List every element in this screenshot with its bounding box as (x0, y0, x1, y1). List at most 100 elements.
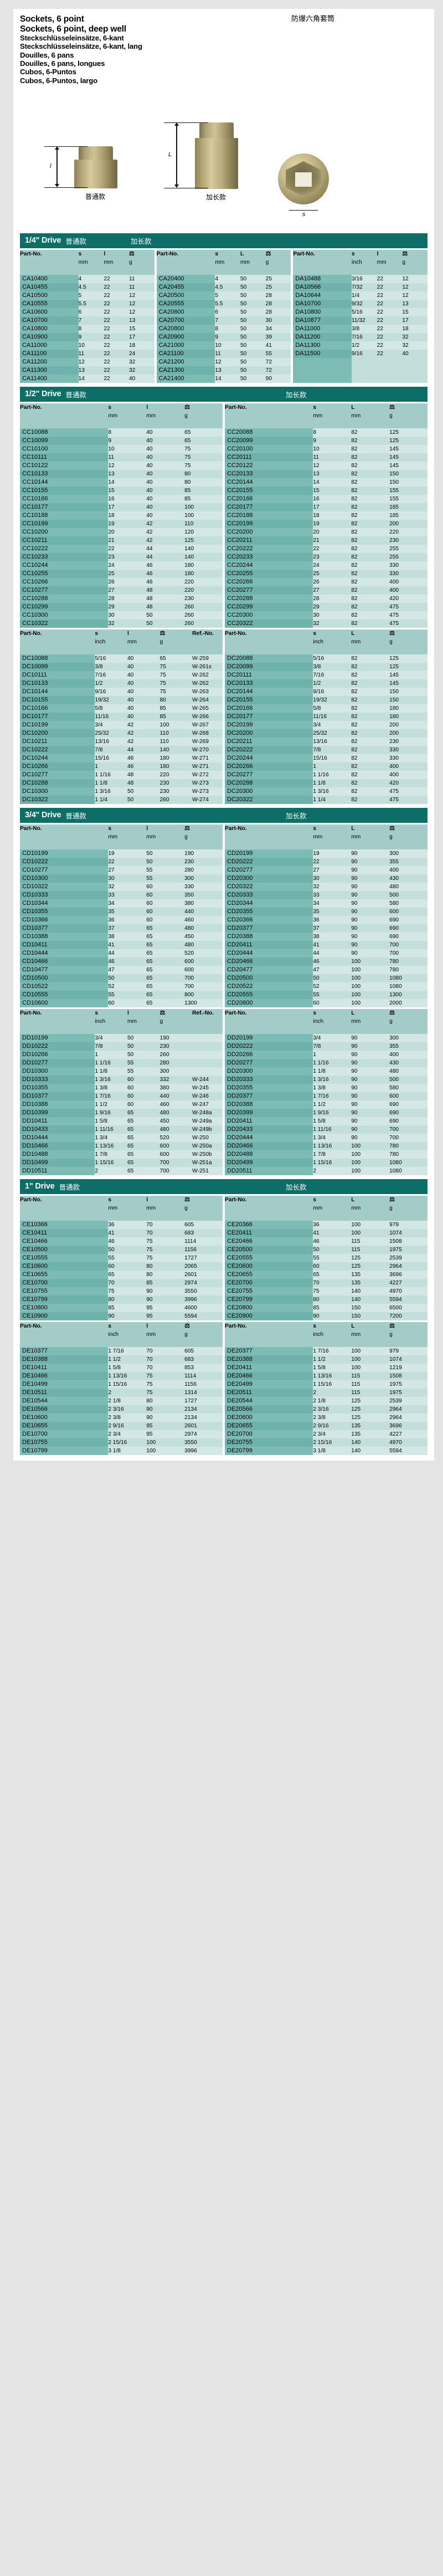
table-row[interactable]: CA21100 11 50 55 (156, 349, 291, 358)
table-row[interactable]: CC20300 30 82 475 (225, 611, 427, 619)
table-row[interactable]: DC20244 15/16 82 330 (225, 754, 427, 762)
table-row[interactable]: CA10600 6 22 12 (20, 308, 154, 316)
table-row[interactable]: CA10455 4.5 22 11 (20, 283, 154, 291)
table-row[interactable]: CE10900 90 95 5594 (20, 1312, 223, 1320)
table-row[interactable]: CC20133 13 82 150 (225, 469, 427, 478)
table-row[interactable]: CC20288 28 82 420 (225, 594, 427, 603)
table-row[interactable]: DD10377 1 7/16 60 440 W-246 (20, 1092, 223, 1100)
table-row[interactable]: DA10644 1/4 22 12 (293, 291, 428, 300)
table-row[interactable]: CC10099 9 40 65 (20, 436, 223, 445)
table-row[interactable]: DD10411 1 5/8 65 450 W-249a (20, 1117, 223, 1125)
table-row[interactable]: DC10300 1 3/16 50 230 W-273 (20, 787, 223, 796)
table-row[interactable]: CA10800 8 22 15 (20, 324, 154, 333)
table-row[interactable]: CE20600 60 125 2964 (225, 1262, 427, 1271)
table-row[interactable]: CC20122 12 82 145 (225, 461, 427, 470)
table-row[interactable]: CE20411 41 100 1074 (225, 1228, 427, 1237)
table-row[interactable]: CE20466 46 115 1508 (225, 1237, 427, 1246)
table-row[interactable]: CC20255 25 82 330 (225, 569, 427, 578)
table-row[interactable]: CE20555 55 125 2539 (225, 1253, 427, 1262)
table-row[interactable]: CC10266 26 46 220 (20, 577, 223, 586)
table-row[interactable]: DE10600 2 3/8 90 2134 (20, 1413, 223, 1422)
table-row[interactable]: DD20444 1 3/4 90 700 (225, 1133, 427, 1142)
table-row[interactable]: CC20188 18 82 185 (225, 511, 427, 520)
table-row[interactable]: CA10555 5.5 22 12 (20, 299, 154, 308)
table-row[interactable]: DE20499 1 15/16 115 1975 (225, 1380, 427, 1389)
table-row[interactable]: DD10488 1 7/8 65 600 W-250b (20, 1150, 223, 1159)
table-row[interactable]: CD20366 36 90 690 (225, 915, 427, 924)
table-row[interactable]: DC10288 1 1/8 48 230 W-273 (20, 779, 223, 787)
table-row[interactable]: CC10299 29 48 260 (20, 602, 223, 611)
table-row[interactable]: DD20388 1 1/2 90 690 (225, 1100, 427, 1109)
table-row[interactable]: CD20522 52 100 1080 (225, 982, 427, 991)
table-row[interactable]: DE10499 1 15/16 75 1156 (20, 1380, 223, 1389)
table-row[interactable]: CE10700 70 85 2974 (20, 1278, 223, 1287)
table-row[interactable]: DD20333 1 3/16 90 500 (225, 1075, 427, 1084)
table-row[interactable]: DA11500 9/16 22 40 (293, 349, 428, 358)
table-row[interactable]: CA20500 5 50 28 (156, 291, 291, 300)
table-row[interactable]: DC20133 1/2 82 145 (225, 679, 427, 688)
table-row[interactable]: CA20400 4 50 25 (156, 274, 291, 283)
table-row[interactable]: DC20111 7/16 82 145 (225, 670, 427, 679)
table-row[interactable]: CD20444 44 90 700 (225, 949, 427, 957)
table-row[interactable]: DD10333 1 3/16 60 332 W-244 (20, 1075, 223, 1084)
table-row[interactable]: CC10122 12 40 75 (20, 461, 223, 470)
table-row[interactable]: DD10433 1 11/16 65 480 W-249b (20, 1125, 223, 1134)
table-row[interactable]: DC20200 25/32 82 200 (225, 729, 427, 738)
table-row[interactable]: CC10155 15 40 85 (20, 486, 223, 495)
table-row[interactable]: CC20266 26 82 400 (225, 577, 427, 586)
table-row[interactable]: CD10322 32 60 330 (20, 882, 223, 891)
table-row[interactable]: CC20088 8 82 125 (225, 428, 427, 437)
table-row[interactable]: DD20266 1 90 400 (225, 1050, 427, 1059)
table-row[interactable]: DC20222 7/8 82 330 (225, 745, 427, 754)
table-row[interactable]: CE20755 75 140 4970 (225, 1287, 427, 1295)
table-row[interactable]: CC10288 28 48 230 (20, 594, 223, 603)
table-row[interactable]: CA20900 9 50 39 (156, 332, 291, 341)
table-row[interactable]: DD10277 1 1/16 55 280 (20, 1058, 223, 1067)
table-row[interactable]: CC10200 20 42 120 (20, 528, 223, 536)
table-row[interactable]: CE20800 85 150 6500 (225, 1303, 427, 1312)
table-row[interactable]: CC10199 19 42 110 (20, 519, 223, 528)
table-row[interactable]: CC20177 17 82 185 (225, 503, 427, 511)
table-row[interactable]: DC20266 1 82 400 (225, 762, 427, 771)
table-row[interactable]: CD20355 35 90 600 (225, 907, 427, 916)
table-row[interactable]: CA20700 7 50 30 (156, 316, 291, 325)
table-row[interactable]: DD20199 3/4 90 300 (225, 1033, 427, 1042)
table-row[interactable]: CD10500 50 65 700 (20, 974, 223, 982)
table-row[interactable]: DC10322 1 1/4 50 260 W-274 (20, 795, 223, 804)
table-row[interactable]: DE10566 2 3/16 90 2134 (20, 1405, 223, 1414)
table-row[interactable]: DD20511 2 100 1080 (225, 1166, 427, 1175)
table-row[interactable]: CA10700 7 22 13 (20, 316, 154, 325)
table-row[interactable]: CD10277 27 55 280 (20, 866, 223, 874)
table-row[interactable]: DC20088 5/16 82 125 (225, 654, 427, 663)
table-row[interactable]: DD20300 1 1/8 90 480 (225, 1067, 427, 1076)
table-row[interactable]: CC20222 22 82 255 (225, 544, 427, 553)
table-row[interactable]: DC20155 19/32 82 150 (225, 695, 427, 704)
table-row[interactable]: CC20277 27 82 400 (225, 586, 427, 595)
table-row[interactable]: CD20466 46 100 780 (225, 957, 427, 966)
table-row[interactable]: CC10300 30 50 260 (20, 611, 223, 619)
table-row[interactable]: DD10355 1 3/8 60 380 W-245 (20, 1083, 223, 1092)
table-row[interactable]: DC20166 5/8 82 180 (225, 704, 427, 713)
table-row[interactable]: DC10199 3/4 42 100 W-267 (20, 720, 223, 729)
table-row[interactable]: CC20244 24 82 330 (225, 561, 427, 570)
table-row[interactable]: CA21000 10 50 41 (156, 341, 291, 350)
table-row[interactable]: CD20377 37 90 690 (225, 924, 427, 933)
table-row[interactable]: CC10166 16 40 85 (20, 494, 223, 503)
table-row[interactable]: CC20299 29 82 475 (225, 602, 427, 611)
table-row[interactable]: CE20366 36 100 979 (225, 1220, 427, 1229)
table-row[interactable]: CD10222 22 50 230 (20, 857, 223, 866)
table-row[interactable]: CE20900 90 150 7200 (225, 1312, 427, 1320)
table-row[interactable]: CA20800 8 50 34 (156, 324, 291, 333)
table-row[interactable]: CE10799 80 90 3996 (20, 1295, 223, 1304)
table-row[interactable]: DC10211 13/16 42 110 W-269 (20, 737, 223, 746)
table-row[interactable]: CD20333 33 90 500 (225, 890, 427, 899)
table-row[interactable]: CC10255 25 46 180 (20, 569, 223, 578)
table-row[interactable]: DE10655 2 9/16 95 2601 (20, 1421, 223, 1430)
table-row[interactable]: DC10177 11/16 40 85 W-266 (20, 712, 223, 721)
table-row[interactable]: CD20388 38 90 690 (225, 932, 427, 941)
table-row[interactable]: CC10088 8 40 65 (20, 428, 223, 437)
table-row[interactable]: DD10300 1 1/8 55 300 (20, 1067, 223, 1076)
table-row[interactable]: DC10144 9/16 40 75 W-263 (20, 687, 223, 696)
table-row[interactable]: DE20511 2 115 1975 (225, 1388, 427, 1397)
table-row[interactable]: DE20377 1 7/16 100 979 (225, 1346, 427, 1355)
